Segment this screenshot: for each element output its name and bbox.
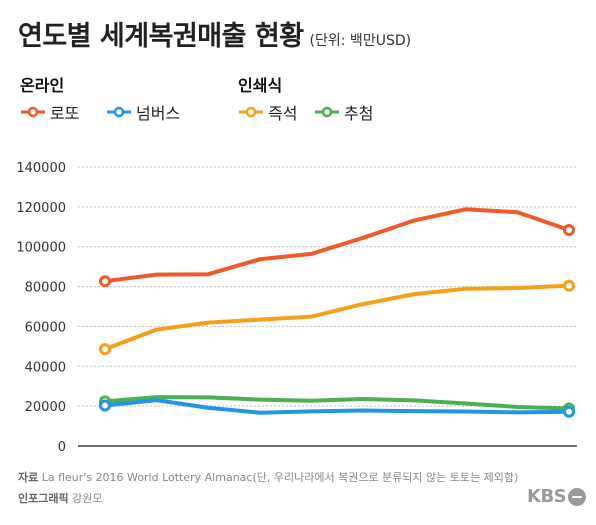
- data-point: [563, 279, 575, 292]
- legend-line-icon: [315, 106, 339, 118]
- data-point: [563, 223, 575, 236]
- legend-line-icon: [107, 106, 131, 118]
- legend-label: 넘버스: [136, 104, 181, 123]
- logo-mark-icon: [568, 487, 587, 506]
- y-tick-label: 0: [58, 440, 66, 455]
- series-line: [103, 283, 571, 352]
- legend-label: 로또: [50, 104, 80, 123]
- source-text: La fleur's 2016 World Lottery Almanac(단,…: [41, 471, 519, 484]
- legend-item-instant: 즉석: [238, 100, 297, 124]
- credit-label: 인포그래픽: [18, 492, 69, 505]
- legend-line-icon: [21, 106, 45, 118]
- y-tick-label: 80000: [25, 281, 66, 296]
- y-tick-label: 20000: [25, 400, 66, 415]
- legend-label: 즉석: [268, 104, 298, 123]
- kbs-logo: KBS: [527, 486, 587, 507]
- legend-group-online: 온라인: [20, 76, 65, 95]
- data-point: [99, 343, 111, 356]
- y-tick-label: 120000: [16, 201, 66, 216]
- y-tick-label: 100000: [16, 241, 66, 256]
- credit-note: 인포그래픽 강원모: [18, 490, 102, 506]
- page-title: 연도별 세계복권매출 현황 (단위: 백만USD): [18, 14, 411, 53]
- y-tick-label: 40000: [25, 360, 66, 375]
- data-point: [99, 275, 111, 288]
- series-line: [103, 398, 571, 415]
- series-line: [103, 207, 571, 284]
- logo-text: KBS: [527, 486, 567, 507]
- y-tick-label: 60000: [25, 320, 66, 335]
- data-point: [563, 405, 575, 418]
- legend-item-numbers: 넘버스: [106, 100, 180, 124]
- credit-name: 강원모: [72, 492, 103, 505]
- legend-item-draw: 추첨: [314, 100, 373, 124]
- source-note: 자료 La fleur's 2016 World Lottery Almanac…: [18, 469, 518, 485]
- legend-label: 추첨: [344, 104, 374, 123]
- legend-item-lotto: 로또: [20, 100, 79, 124]
- unit-label: (단위: 백만USD): [309, 33, 412, 49]
- data-point: [99, 399, 111, 412]
- legend-group-print: 인쇄식: [238, 76, 283, 95]
- legend-line-icon: [239, 106, 263, 118]
- title-text: 연도별 세계복권매출 현황: [18, 21, 304, 52]
- y-tick-label: 140000: [16, 161, 66, 176]
- series-line: [103, 395, 571, 411]
- source-label: 자료: [18, 471, 39, 484]
